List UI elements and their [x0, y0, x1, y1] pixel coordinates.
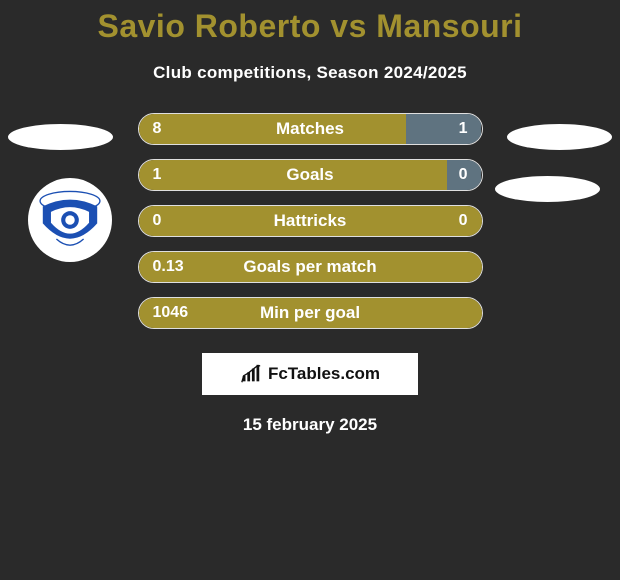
club-crest-icon: [36, 186, 104, 254]
bar-left: [139, 160, 448, 190]
watermark-text: FcTables.com: [268, 364, 380, 384]
stat-row: 00Hattricks: [138, 205, 483, 237]
stat-row: 81Matches: [138, 113, 483, 145]
stat-row: 10Goals: [138, 159, 483, 191]
bar-left: [139, 114, 407, 144]
stat-row: 0.13Goals per match: [138, 251, 483, 283]
bar-right: [406, 114, 481, 144]
date-label: 15 february 2025: [0, 415, 620, 435]
bar-left: [139, 206, 311, 236]
player-right-placeholder: [507, 124, 612, 150]
club-badge-left: [28, 178, 112, 262]
bar-chart-icon: [240, 363, 262, 385]
bar-left: [139, 298, 482, 328]
comparison-card: Savio Roberto vs Mansouri Club competiti…: [0, 0, 620, 435]
player-left-placeholder: [8, 124, 113, 150]
bar-right: [447, 160, 481, 190]
stat-row: 1046Min per goal: [138, 297, 483, 329]
bar-right: [310, 206, 482, 236]
subtitle: Club competitions, Season 2024/2025: [0, 63, 620, 83]
player-right-placeholder-2: [495, 176, 600, 202]
watermark: FcTables.com: [202, 353, 418, 395]
page-title: Savio Roberto vs Mansouri: [0, 8, 620, 45]
bar-left: [139, 252, 482, 282]
